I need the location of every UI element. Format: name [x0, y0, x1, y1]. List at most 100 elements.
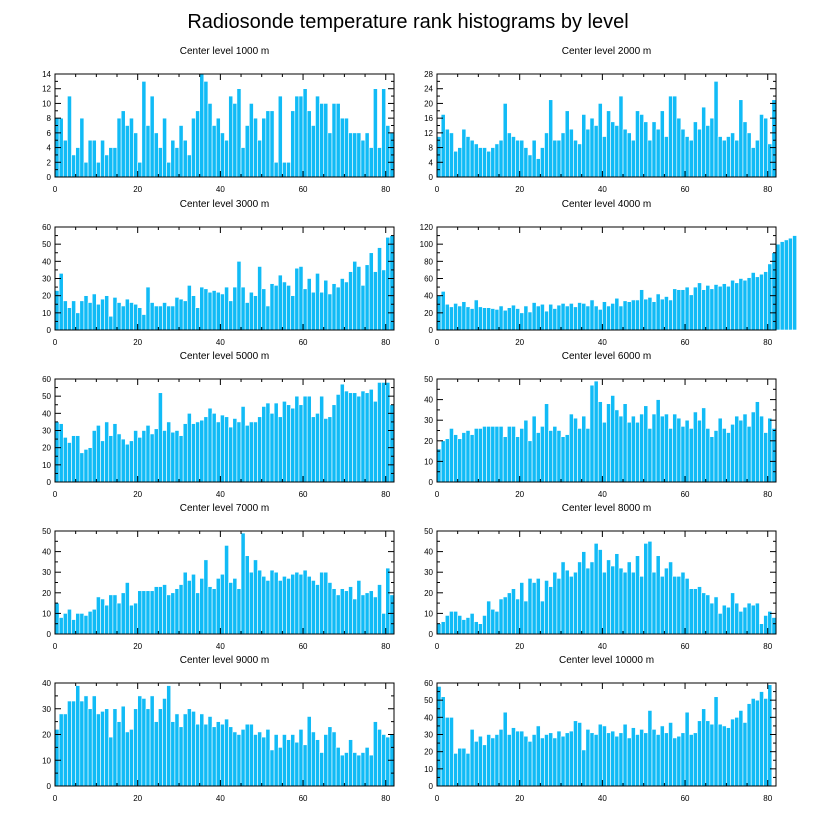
bar	[58, 617, 64, 635]
x-tick-label: 0	[53, 794, 58, 803]
bar	[199, 419, 205, 483]
bar	[286, 285, 291, 331]
bar	[668, 722, 673, 787]
bar	[560, 132, 566, 178]
bar	[67, 608, 72, 635]
bar	[519, 730, 525, 787]
bar	[100, 440, 105, 483]
bar	[589, 299, 595, 331]
bar	[311, 125, 316, 178]
bar	[473, 143, 479, 178]
y-tick-label: 30	[42, 275, 51, 284]
bar	[249, 421, 254, 483]
bar	[647, 139, 653, 178]
bar	[672, 95, 678, 178]
bar	[158, 392, 163, 483]
bar	[693, 588, 698, 635]
bar	[581, 749, 587, 787]
bar	[191, 423, 196, 483]
x-tick-label: 60	[681, 642, 690, 651]
bar	[742, 413, 748, 483]
bar	[170, 721, 176, 787]
bar	[319, 291, 325, 331]
y-tick-label: 60	[42, 223, 51, 232]
bar	[568, 730, 574, 787]
bar	[436, 136, 442, 178]
bar	[684, 419, 690, 483]
bar	[319, 752, 325, 787]
bar	[759, 415, 764, 483]
x-tick-label: 80	[381, 642, 390, 651]
bar	[83, 295, 89, 331]
bar	[207, 103, 213, 178]
bar	[577, 561, 582, 635]
x-tick-label: 40	[216, 794, 225, 803]
bar	[158, 586, 163, 635]
y-tick-label: 28	[424, 70, 433, 79]
y-tick-label: 30	[424, 568, 433, 577]
bar	[498, 305, 504, 331]
bar	[482, 744, 487, 787]
panel-title: Center level 10000 m	[559, 655, 654, 666]
bar	[344, 390, 349, 483]
bar	[269, 749, 275, 787]
bar	[494, 734, 500, 787]
bar	[606, 305, 611, 331]
bar	[178, 584, 184, 635]
bar	[593, 734, 599, 787]
bar	[511, 136, 516, 178]
bar	[643, 732, 649, 787]
bar	[62, 437, 68, 483]
bar	[253, 117, 258, 178]
bar	[568, 576, 574, 635]
bar	[767, 143, 773, 178]
bar	[444, 303, 450, 331]
bar	[273, 161, 279, 178]
bar	[67, 442, 72, 483]
x-tick-label: 80	[381, 338, 390, 347]
bar	[453, 434, 458, 483]
bar	[129, 604, 134, 635]
bar	[277, 95, 283, 178]
bar	[71, 154, 76, 178]
bar	[277, 416, 283, 483]
bar	[610, 303, 616, 331]
bar	[116, 117, 122, 178]
bar	[377, 147, 382, 178]
bar	[377, 584, 382, 635]
bar	[556, 578, 562, 635]
bar	[713, 284, 719, 331]
bar	[112, 297, 118, 331]
bar	[693, 732, 698, 787]
bar	[726, 432, 731, 483]
bar	[356, 395, 362, 483]
x-tick-label: 20	[515, 642, 524, 651]
bar	[548, 303, 554, 331]
y-tick-label: 20	[42, 731, 51, 740]
x-tick-label: 0	[435, 642, 440, 651]
bar	[515, 730, 520, 787]
y-tick-label: 4	[47, 144, 52, 153]
bar	[755, 139, 760, 178]
bar	[602, 571, 607, 635]
bar	[713, 696, 719, 787]
bar	[734, 139, 740, 178]
bar	[182, 713, 188, 787]
y-tick-label: 8	[429, 144, 434, 153]
bar	[564, 305, 570, 331]
bar	[750, 698, 756, 787]
y-tick-label: 20	[42, 589, 51, 598]
bar	[211, 726, 217, 787]
bar	[360, 139, 366, 178]
bar	[461, 619, 467, 635]
bar	[54, 290, 60, 331]
bar	[610, 395, 616, 483]
bar	[515, 436, 520, 483]
bar	[79, 300, 85, 331]
bar	[178, 298, 184, 331]
bar	[635, 555, 640, 635]
bar	[659, 576, 665, 635]
bar	[523, 600, 529, 635]
bar	[224, 286, 229, 331]
bar	[244, 723, 250, 787]
